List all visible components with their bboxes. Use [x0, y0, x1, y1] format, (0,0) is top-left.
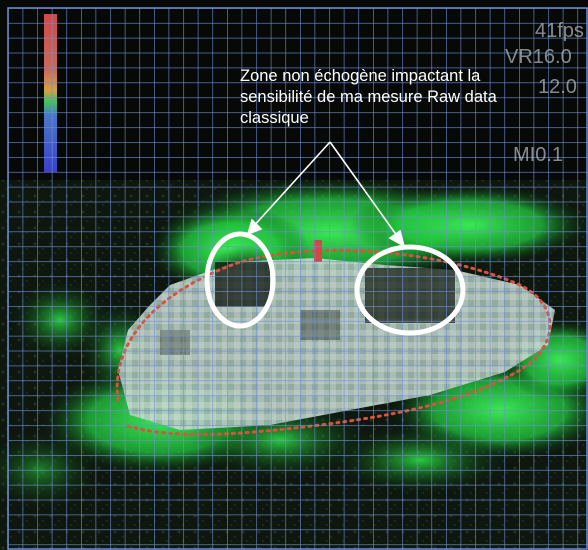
frame-rate-readout: 41fps	[535, 20, 584, 42]
mi-readout: MI0.1	[513, 144, 564, 166]
ellipse-highlight-icon	[204, 231, 276, 329]
annotation-label: Zone non échogène impactant la sensibili…	[240, 67, 497, 127]
measurement-grid	[8, 8, 588, 550]
ellipse-highlight-icon	[354, 244, 466, 336]
arrow-icon	[246, 141, 406, 248]
db-readout: 12.0	[538, 76, 577, 98]
vr-readout: VR16.0	[505, 46, 572, 68]
